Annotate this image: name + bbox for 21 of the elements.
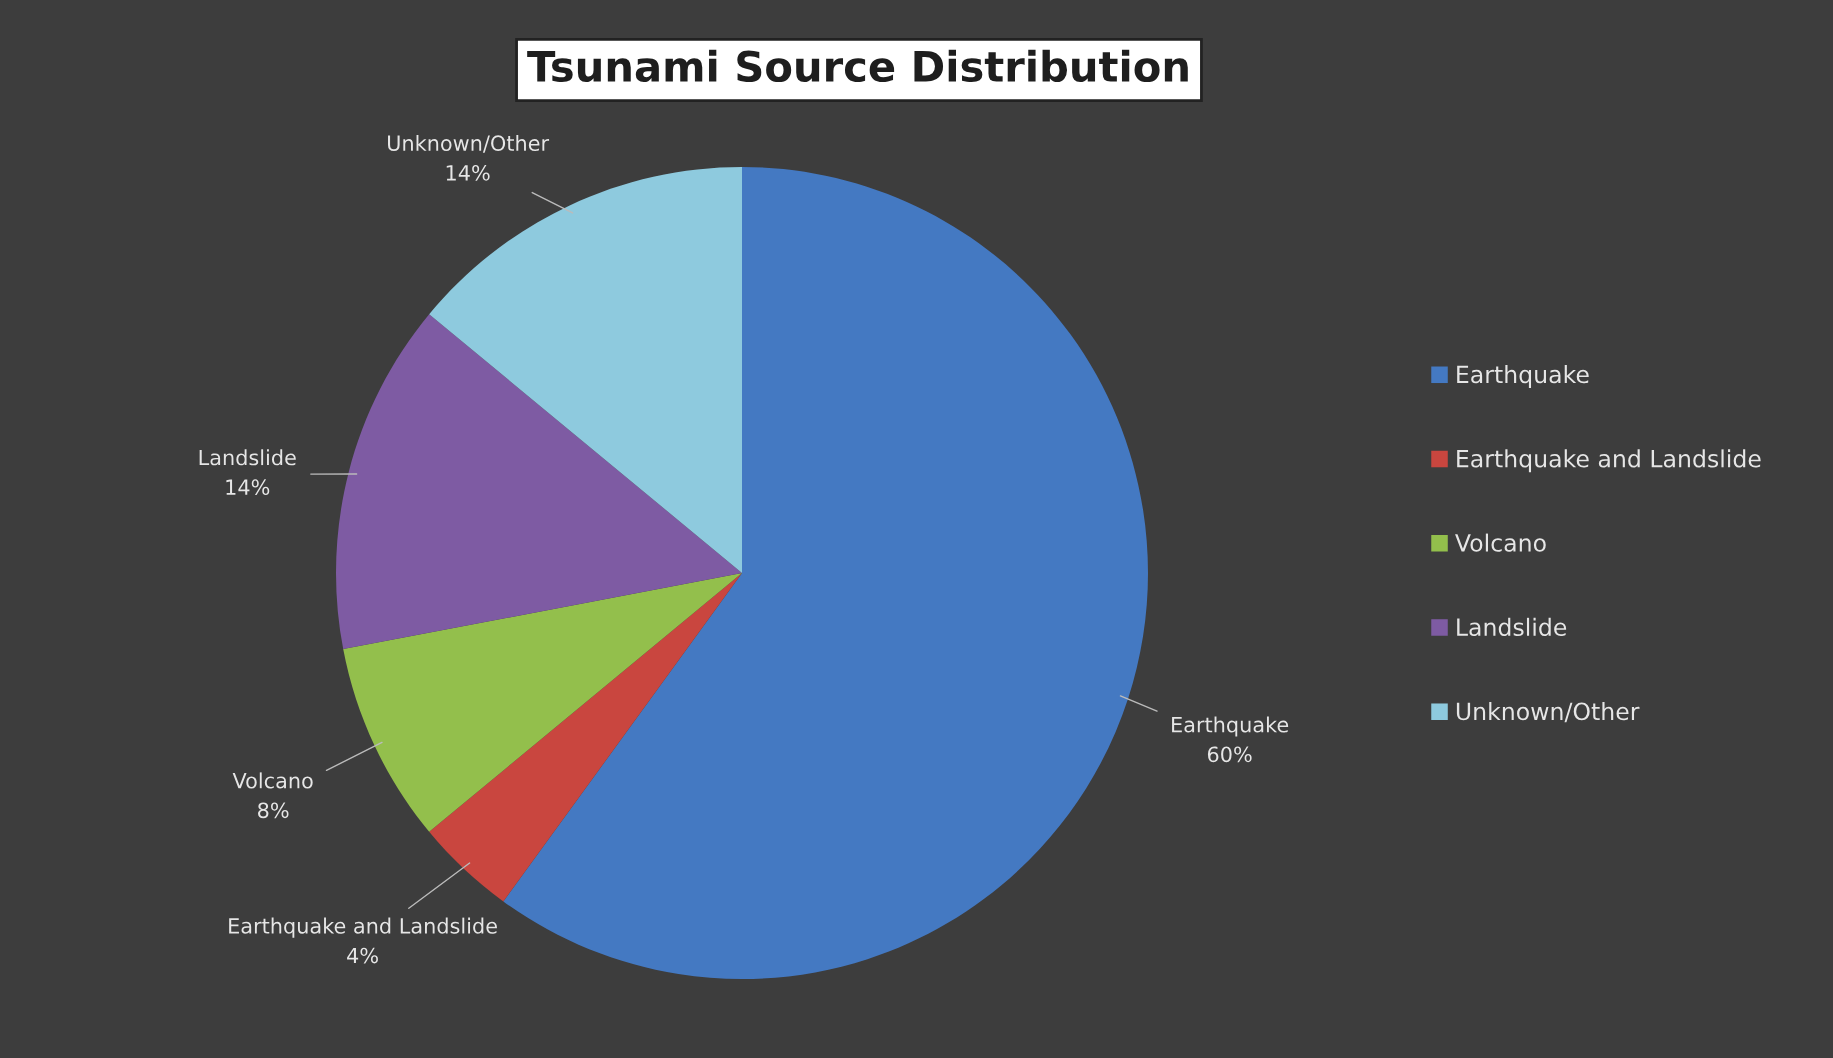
pie-slice (336, 314, 742, 650)
slice-label: Landslide (199, 449, 296, 466)
pie-slice (343, 573, 742, 832)
data-label: 14% (446, 164, 490, 181)
pie-slice (503, 167, 1148, 979)
legend-label: Unknown/Other (1456, 702, 1640, 723)
legend-label: Landslide (1457, 617, 1567, 637)
legend-label: Earthquake and Landslide (1457, 449, 1761, 473)
data-label: 4% (347, 947, 378, 964)
pie-slice (429, 573, 742, 902)
data-label: 14% (226, 479, 270, 496)
chart-title: Tsunami Source Distribution (527, 49, 1188, 83)
data-label: 8% (258, 802, 289, 819)
slice-label: Earthquake (1172, 716, 1289, 737)
legend-label: Earthquake (1457, 365, 1589, 388)
slice-label: Earthquake and Landslide (229, 917, 497, 938)
data-label: 60% (1207, 746, 1252, 763)
slice-label: Volcano (232, 772, 313, 789)
pie-slice (429, 167, 742, 573)
legend-label: Volcano (1455, 533, 1546, 552)
slice-label: Unknown/Other (388, 134, 550, 153)
